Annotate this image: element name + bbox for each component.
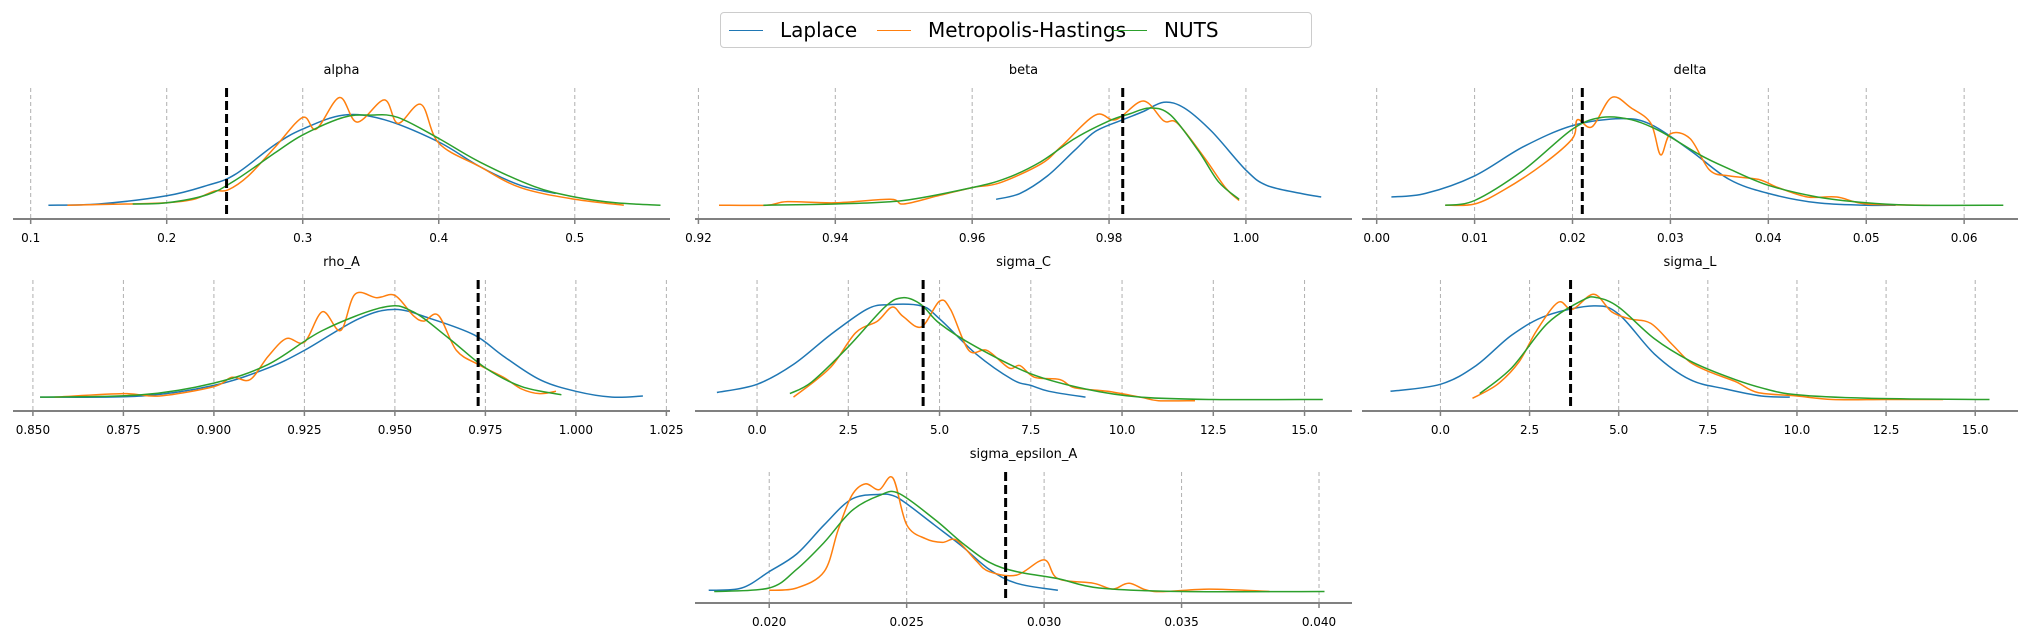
- subplot-title-sigma-L: sigma_L: [1663, 255, 1717, 270]
- x-tick-label: 0.05: [1853, 231, 1880, 245]
- legend-label: Metropolis-Hastings: [928, 18, 1127, 42]
- x-tick-label: 10.0: [1109, 423, 1136, 437]
- kde-line-nuts: [1479, 296, 1990, 401]
- x-tick-label: 15.0: [1291, 423, 1318, 437]
- kde-line-laplace: [708, 493, 1059, 592]
- kde-line-nuts: [132, 114, 661, 206]
- kde-line-nuts: [763, 107, 1240, 206]
- x-tick-label: 0.020: [752, 615, 786, 629]
- x-tick-label: 1.025: [649, 423, 683, 437]
- x-tick-label: 0.035: [1164, 615, 1198, 629]
- x-tick-label: 12.5: [1200, 423, 1227, 437]
- x-tick-label: 0.3: [293, 231, 312, 245]
- x-tick-label: 0.03: [1657, 231, 1684, 245]
- kde-line-metropolis-hastings: [54, 291, 557, 398]
- legend-label: Laplace: [780, 18, 858, 42]
- legend: Laplace Metropolis-Hastings NUTS: [720, 12, 1312, 48]
- kde-line-nuts: [714, 490, 1325, 593]
- x-tick-label: 7.5: [1698, 423, 1717, 437]
- x-tick-label: 0.01: [1461, 231, 1488, 245]
- kde-line-metropolis-hastings: [769, 476, 1270, 593]
- x-tick-label: 7.5: [1021, 423, 1040, 437]
- x-tick-label: 0.0: [748, 423, 767, 437]
- x-tick-label: 2.5: [1520, 423, 1539, 437]
- x-tick-label: 0.92: [685, 231, 712, 245]
- legend-line-nuts: [1113, 29, 1147, 31]
- x-tick-label: 0.030: [1027, 615, 1061, 629]
- kde-line-nuts: [40, 304, 562, 398]
- x-tick-label: 0.04: [1755, 231, 1782, 245]
- x-tick-label: 5.0: [930, 423, 949, 437]
- x-tick-label: 0.875: [106, 423, 140, 437]
- x-tick-label: 0.02: [1559, 231, 1586, 245]
- x-tick-label: 0.00: [1363, 231, 1390, 245]
- kde-line-metropolis-hastings: [1445, 96, 1930, 207]
- kde-line-laplace: [716, 303, 1086, 398]
- x-tick-label: 2.5: [839, 423, 858, 437]
- x-tick-label: 0.06: [1951, 231, 1978, 245]
- x-tick-label: 0.975: [468, 423, 502, 437]
- x-tick-label: 0.900: [197, 423, 231, 437]
- x-tick-label: 0.96: [959, 231, 986, 245]
- x-tick-label: 1.000: [559, 423, 593, 437]
- subplot-title-alpha: alpha: [323, 63, 359, 78]
- kde-line-laplace: [1390, 305, 1790, 398]
- x-tick-label: 0.5: [565, 231, 584, 245]
- kde-line-laplace: [40, 308, 643, 399]
- kde-line-nuts: [1445, 116, 2004, 207]
- x-tick-label: 1.00: [1233, 231, 1260, 245]
- legend-line-laplace: [729, 29, 763, 31]
- subplot-title-delta: delta: [1674, 63, 1707, 78]
- x-tick-label: 0.2: [157, 231, 176, 245]
- x-tick-label: 0.950: [378, 423, 412, 437]
- x-tick-label: 0.925: [287, 423, 321, 437]
- legend-item-laplace: Laplace: [729, 13, 857, 47]
- x-tick-label: 0.1: [21, 231, 40, 245]
- kde-line-metropolis-hastings: [67, 96, 624, 206]
- x-tick-label: 0.850: [16, 423, 50, 437]
- kde-line-laplace: [995, 101, 1322, 201]
- x-tick-label: 12.5: [1873, 423, 1900, 437]
- kde-line-nuts: [789, 296, 1323, 401]
- kde-line-metropolis-hastings: [793, 299, 1196, 402]
- subplot-title-rho-A: rho_A: [323, 255, 360, 270]
- x-tick-label: 5.0: [1609, 423, 1628, 437]
- x-tick-label: 0.4: [429, 231, 448, 245]
- legend-item-metropolis-hastings: Metropolis-Hastings: [877, 13, 1126, 47]
- x-tick-label: 0.98: [1096, 231, 1123, 245]
- x-tick-label: 15.0: [1962, 423, 1989, 437]
- x-tick-label: 0.0: [1431, 423, 1450, 437]
- legend-line-metropolis-hastings: [877, 29, 911, 31]
- kde-line-metropolis-hastings: [1472, 293, 1944, 401]
- kde-line-laplace: [1391, 117, 1896, 207]
- legend-item-nuts: NUTS: [1113, 13, 1219, 47]
- legend-label: NUTS: [1164, 18, 1219, 42]
- subplot-title-beta: beta: [1009, 63, 1038, 78]
- x-tick-label: 0.040: [1302, 615, 1336, 629]
- subplot-title-sigma-epsilon-A: sigma_epsilon_A: [970, 447, 1078, 462]
- x-tick-label: 0.025: [889, 615, 923, 629]
- subplot-title-sigma-C: sigma_C: [996, 255, 1051, 270]
- x-tick-label: 10.0: [1784, 423, 1811, 437]
- x-tick-label: 0.94: [822, 231, 849, 245]
- kde-line-metropolis-hastings: [718, 100, 1240, 207]
- kde-line-laplace: [48, 113, 556, 206]
